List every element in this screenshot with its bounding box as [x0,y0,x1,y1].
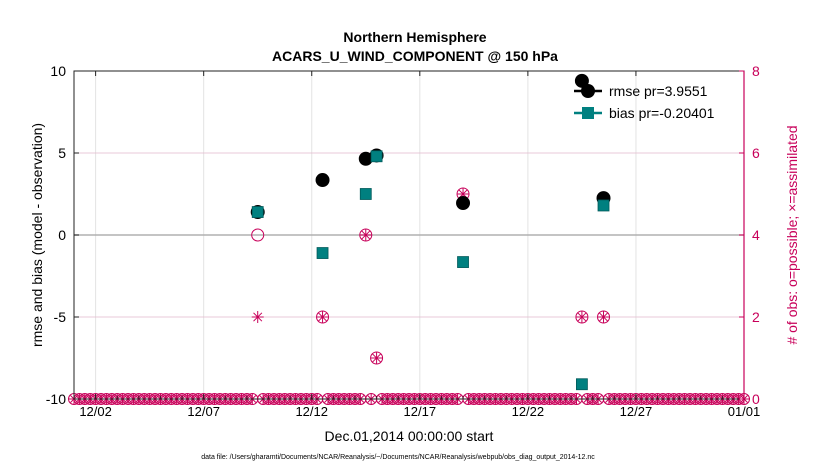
axis-layer: 12/02 12/07 12/12 12/17 12/22 12/27 01/01 -10 -5… [46,63,761,419]
x-tick-label: 12/02 [79,404,112,419]
legend-rmse-marker [581,84,595,98]
asterisk-stroke [598,312,609,322]
y-tick-label: 5 [58,145,66,161]
obs-assimilated-marker [359,229,372,241]
bias-point [370,150,383,163]
x-tick-label: 12/27 [620,404,653,419]
y2-tick-label: 6 [752,145,760,161]
y-tick-label: -5 [54,309,67,325]
bias-point [316,247,329,259]
bias-point [597,199,610,212]
obs-assimilated-marker [597,311,610,323]
y2-tick-label: 0 [752,391,760,407]
series-layer [250,73,611,391]
legend: rmse pr=3.9551 bias pr=-0.20401 [574,83,715,121]
y2-tick-label: 8 [752,63,760,79]
data-file-footnote: data file: /Users/gharamti/Documents/NCA… [201,454,595,461]
x-tick-label: 12/12 [295,404,328,419]
x-tick-label: 12/22 [512,404,545,419]
obs-assimilated-marker [575,311,588,323]
asterisk-stroke [253,312,263,322]
x-tick-label: 01/01 [728,404,761,419]
bias-point [359,188,372,200]
asterisk-stroke [317,312,328,322]
x-tick-label: 12/07 [187,404,220,419]
bias-point [576,378,588,391]
legend-bias-label: bias pr=-0.20401 [609,105,715,121]
y-tick-label: 10 [50,63,66,79]
obs-possible-marker [251,228,265,242]
y2-axis-label: # of obs: o=possible; ×=assimilated [784,125,800,344]
y-tick-label: 0 [58,227,66,243]
y2-tick-label: 2 [752,309,760,325]
legend-rmse-label: rmse pr=3.9551 [609,83,708,99]
x-tick-label: 12/17 [404,404,437,419]
obs-assimilated-marker [251,311,264,323]
y-tick-label: -10 [46,391,66,407]
y2-tick-label: 4 [752,227,760,243]
asterisk-stroke [361,230,371,240]
chart-title: Northern Hemisphere [343,29,486,45]
legend-bias-marker [582,107,594,119]
obs-assimilated-marker [370,352,383,364]
rmse-point [574,73,589,88]
asterisk-stroke [372,353,382,363]
y-axis-label: rmse and bias (model - observation) [29,123,45,347]
x-axis-label: Dec.01,2014 00:00:00 start [325,428,494,444]
rmse-point [456,196,471,211]
obs-assimilated-marker [316,311,329,323]
bias-point [251,206,264,218]
asterisk-stroke [577,312,587,322]
bias-point [457,256,469,268]
rmse-point [315,173,330,188]
chart-subtitle: ACARS_U_WIND_COMPONENT @ 150 hPa [272,48,558,64]
